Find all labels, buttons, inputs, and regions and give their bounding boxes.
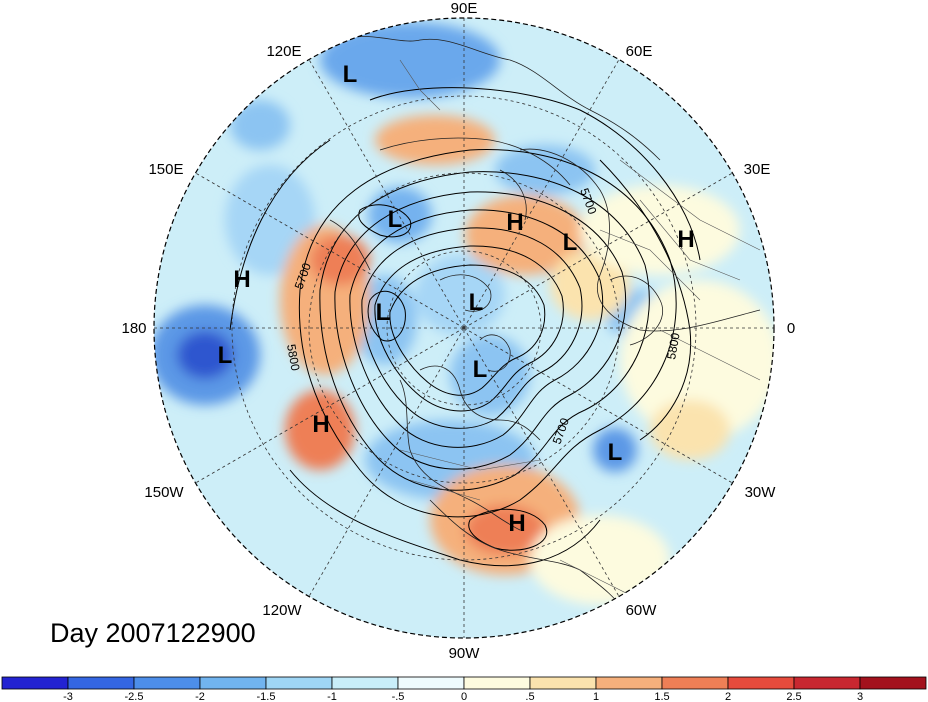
polar-map: 5700 5800 5700 5800 5700 L L H L H H L L… bbox=[121, 0, 795, 662]
map-boundary bbox=[153, 17, 775, 639]
colorbar-box bbox=[1, 676, 69, 690]
colorbar-box bbox=[595, 676, 663, 690]
colorbar-box bbox=[133, 676, 201, 690]
high-center: H bbox=[508, 510, 525, 537]
colorbar-tick-label: -2 bbox=[195, 691, 205, 702]
lon-label-120e: 120E bbox=[266, 43, 301, 60]
colorbar-box bbox=[529, 676, 597, 690]
graticule bbox=[154, 18, 774, 638]
lon-label-150e: 150E bbox=[148, 161, 183, 178]
contour-label-5800: 5800 bbox=[284, 343, 302, 372]
longitude-labels: 90E 60E 30E 0 30W 60W 90W 120W 150W 180 … bbox=[121, 0, 795, 662]
lon-label-30w: 30W bbox=[745, 484, 777, 501]
colorbar-ticks: -3 -2.5 -2 -1.5 -1 -.5 0 .5 1 1.5 2 2.5 3 bbox=[63, 691, 863, 702]
low-center: L bbox=[218, 342, 233, 369]
lon-label-0: 0 bbox=[787, 320, 795, 337]
colorbar-tick-label: -1.5 bbox=[257, 691, 276, 702]
colorbar-tick-label: 3 bbox=[857, 691, 863, 702]
high-center: H bbox=[677, 226, 694, 253]
colorbar-box bbox=[67, 676, 135, 690]
lon-label-60w: 60W bbox=[626, 602, 658, 619]
colorbar-tick-label: -3 bbox=[63, 691, 73, 702]
colorbar-boxes bbox=[1, 676, 927, 690]
height-contours bbox=[229, 87, 701, 567]
lon-label-90e: 90E bbox=[451, 0, 478, 17]
high-center: H bbox=[233, 266, 250, 293]
contour-label-5800: 5800 bbox=[664, 331, 682, 360]
colorbar-tick-label: 1 bbox=[593, 691, 599, 702]
colorbar-box bbox=[397, 676, 465, 690]
colorbar-box bbox=[661, 676, 729, 690]
page-title: Day 2007122900 bbox=[50, 618, 256, 648]
colorbar-tick-label: 2 bbox=[725, 691, 731, 702]
lon-label-120w: 120W bbox=[262, 602, 302, 619]
low-center: L bbox=[608, 439, 623, 466]
lon-label-30e: 30E bbox=[744, 161, 771, 178]
colorbar: -3 -2.5 -2 -1.5 -1 -.5 0 .5 1 1.5 2 2.5 3 bbox=[1, 676, 927, 702]
low-center: L bbox=[388, 206, 403, 233]
colorbar-box bbox=[199, 676, 267, 690]
low-center: L bbox=[563, 229, 578, 256]
coastlines bbox=[329, 36, 761, 621]
low-center: L bbox=[469, 289, 484, 316]
lon-label-60e: 60E bbox=[626, 43, 653, 60]
low-center: L bbox=[473, 356, 488, 383]
lon-label-150w: 150W bbox=[144, 484, 184, 501]
colorbar-tick-label: 1.5 bbox=[654, 691, 669, 702]
colorbar-tick-label: 0 bbox=[461, 691, 467, 702]
high-center: H bbox=[312, 411, 329, 438]
colorbar-box bbox=[463, 676, 531, 690]
colorbar-tick-label: -2.5 bbox=[125, 691, 144, 702]
lon-label-180: 180 bbox=[121, 320, 146, 337]
pressure-centers: L L H L H H L L L L H L H bbox=[218, 61, 695, 537]
colorbar-box bbox=[859, 676, 927, 690]
colorbar-tick-label: 2.5 bbox=[786, 691, 801, 702]
colorbar-box bbox=[793, 676, 861, 690]
colorbar-box bbox=[727, 676, 795, 690]
colorbar-box bbox=[331, 676, 399, 690]
colorbar-tick-label: -.5 bbox=[392, 691, 405, 702]
low-center: L bbox=[376, 299, 391, 326]
colorbar-box bbox=[265, 676, 333, 690]
low-center: L bbox=[343, 61, 358, 88]
high-center: H bbox=[506, 209, 523, 236]
colorbar-tick-label: .5 bbox=[525, 691, 534, 702]
lon-label-90w: 90W bbox=[449, 645, 481, 662]
colorbar-tick-label: -1 bbox=[327, 691, 337, 702]
